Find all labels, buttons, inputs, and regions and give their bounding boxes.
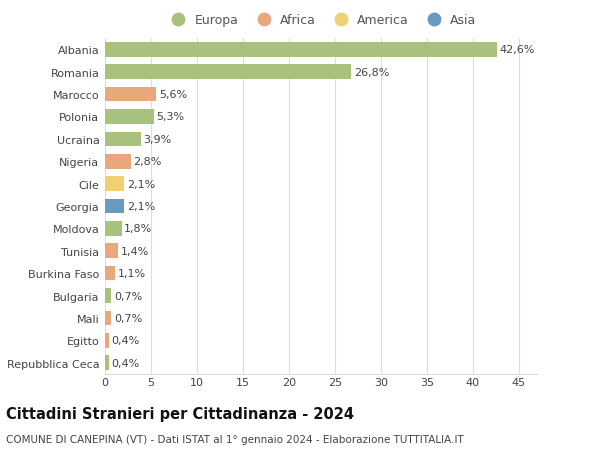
Text: 0,4%: 0,4% [112, 336, 140, 346]
Text: 1,4%: 1,4% [121, 246, 149, 256]
Bar [105, 266, 115, 281]
Bar [105, 199, 124, 214]
Bar [105, 110, 154, 124]
Bar [105, 244, 118, 258]
Text: 0,7%: 0,7% [114, 291, 142, 301]
Text: 26,8%: 26,8% [354, 67, 389, 78]
Text: 2,1%: 2,1% [127, 179, 155, 189]
Text: 5,6%: 5,6% [159, 90, 187, 100]
Bar [105, 311, 112, 325]
Bar [105, 132, 141, 147]
Text: Cittadini Stranieri per Cittadinanza - 2024: Cittadini Stranieri per Cittadinanza - 2… [6, 406, 354, 421]
Bar [105, 222, 122, 236]
Text: 1,8%: 1,8% [124, 224, 152, 234]
Text: 0,7%: 0,7% [114, 313, 142, 323]
Text: 0,4%: 0,4% [112, 358, 140, 368]
Bar [105, 333, 109, 348]
Text: 2,8%: 2,8% [133, 157, 162, 167]
Bar [105, 356, 109, 370]
Bar [105, 88, 157, 102]
Legend: Europa, Africa, America, Asia: Europa, Africa, America, Asia [163, 11, 479, 29]
Bar [105, 43, 497, 57]
Bar [105, 65, 352, 80]
Text: 2,1%: 2,1% [127, 202, 155, 212]
Bar [105, 177, 124, 191]
Text: 42,6%: 42,6% [499, 45, 535, 55]
Text: 1,1%: 1,1% [118, 269, 146, 279]
Text: COMUNE DI CANEPINA (VT) - Dati ISTAT al 1° gennaio 2024 - Elaborazione TUTTITALI: COMUNE DI CANEPINA (VT) - Dati ISTAT al … [6, 434, 464, 444]
Text: 5,3%: 5,3% [157, 112, 185, 122]
Text: 3,9%: 3,9% [143, 134, 172, 145]
Bar [105, 155, 131, 169]
Bar [105, 289, 112, 303]
